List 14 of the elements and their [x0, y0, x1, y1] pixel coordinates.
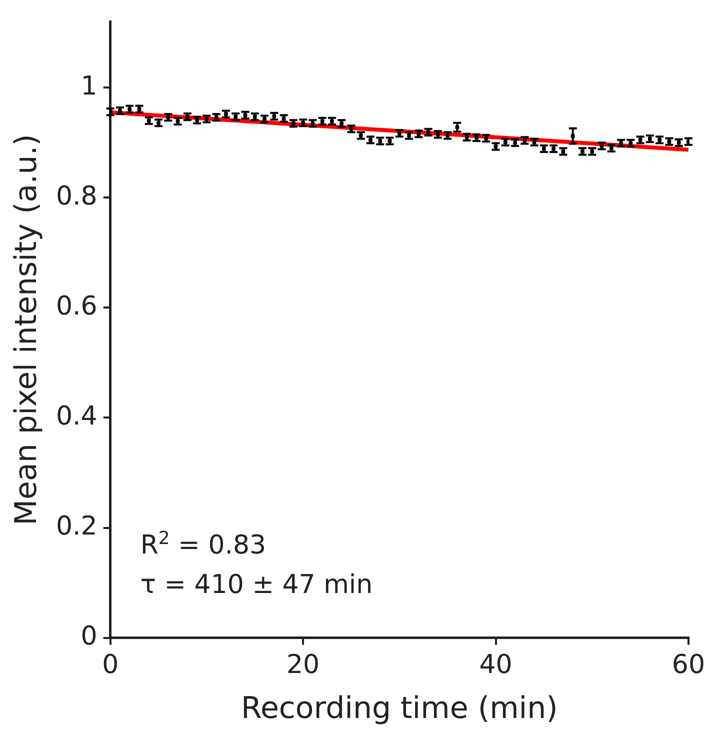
y-tick-label: 1 — [80, 71, 98, 102]
x-tick-label: 20 — [286, 650, 320, 680]
x-tick-label: 60 — [672, 650, 706, 680]
x-tick-label: 40 — [479, 650, 512, 680]
y-tick-label: 0.2 — [56, 512, 98, 542]
y-tick-label: 0.4 — [56, 401, 98, 432]
y-axis-title: Mean pixel intensity (a.u.) — [8, 134, 44, 526]
y-tick-label: 0 — [80, 622, 98, 652]
x-tick-label: 0 — [102, 650, 119, 680]
x-axis-title: Recording time (min) — [240, 690, 558, 726]
annotation: R$^{2}$ = 0.83 — [140, 528, 266, 560]
y-tick-label: 0.6 — [56, 291, 98, 322]
annotation: τ = 410 ± 47 min — [140, 570, 373, 600]
y-tick-label: 0.8 — [56, 181, 98, 212]
